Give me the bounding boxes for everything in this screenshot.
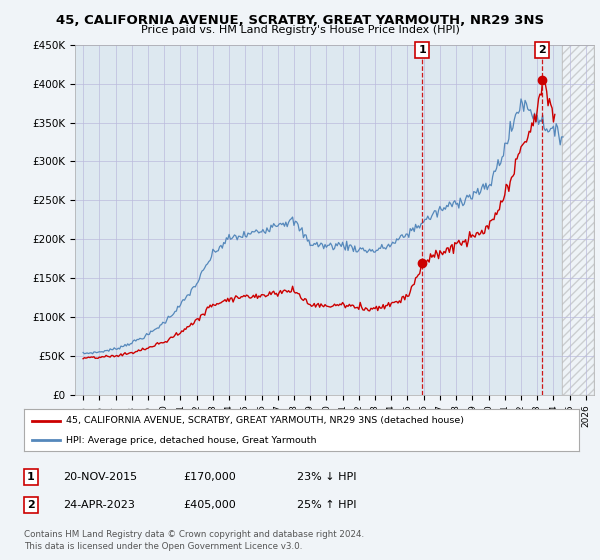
Bar	[562, 45, 594, 395]
Text: 23% ↓ HPI: 23% ↓ HPI	[297, 472, 356, 482]
Text: 25% ↑ HPI: 25% ↑ HPI	[297, 500, 356, 510]
Text: 45, CALIFORNIA AVENUE, SCRATBY, GREAT YARMOUTH, NR29 3NS: 45, CALIFORNIA AVENUE, SCRATBY, GREAT YA…	[56, 14, 544, 27]
Text: This data is licensed under the Open Government Licence v3.0.: This data is licensed under the Open Gov…	[24, 542, 302, 551]
Text: 2: 2	[538, 45, 546, 55]
Text: 24-APR-2023: 24-APR-2023	[63, 500, 135, 510]
Text: 2: 2	[27, 500, 35, 510]
Text: Contains HM Land Registry data © Crown copyright and database right 2024.: Contains HM Land Registry data © Crown c…	[24, 530, 364, 539]
Bar	[562, 45, 594, 395]
Text: HPI: Average price, detached house, Great Yarmouth: HPI: Average price, detached house, Grea…	[65, 436, 316, 445]
Text: 1: 1	[419, 45, 426, 55]
Text: £170,000: £170,000	[183, 472, 236, 482]
Text: 20-NOV-2015: 20-NOV-2015	[63, 472, 137, 482]
Text: 45, CALIFORNIA AVENUE, SCRATBY, GREAT YARMOUTH, NR29 3NS (detached house): 45, CALIFORNIA AVENUE, SCRATBY, GREAT YA…	[65, 416, 464, 425]
Text: Price paid vs. HM Land Registry's House Price Index (HPI): Price paid vs. HM Land Registry's House …	[140, 25, 460, 35]
Text: 1: 1	[27, 472, 35, 482]
Text: £405,000: £405,000	[183, 500, 236, 510]
